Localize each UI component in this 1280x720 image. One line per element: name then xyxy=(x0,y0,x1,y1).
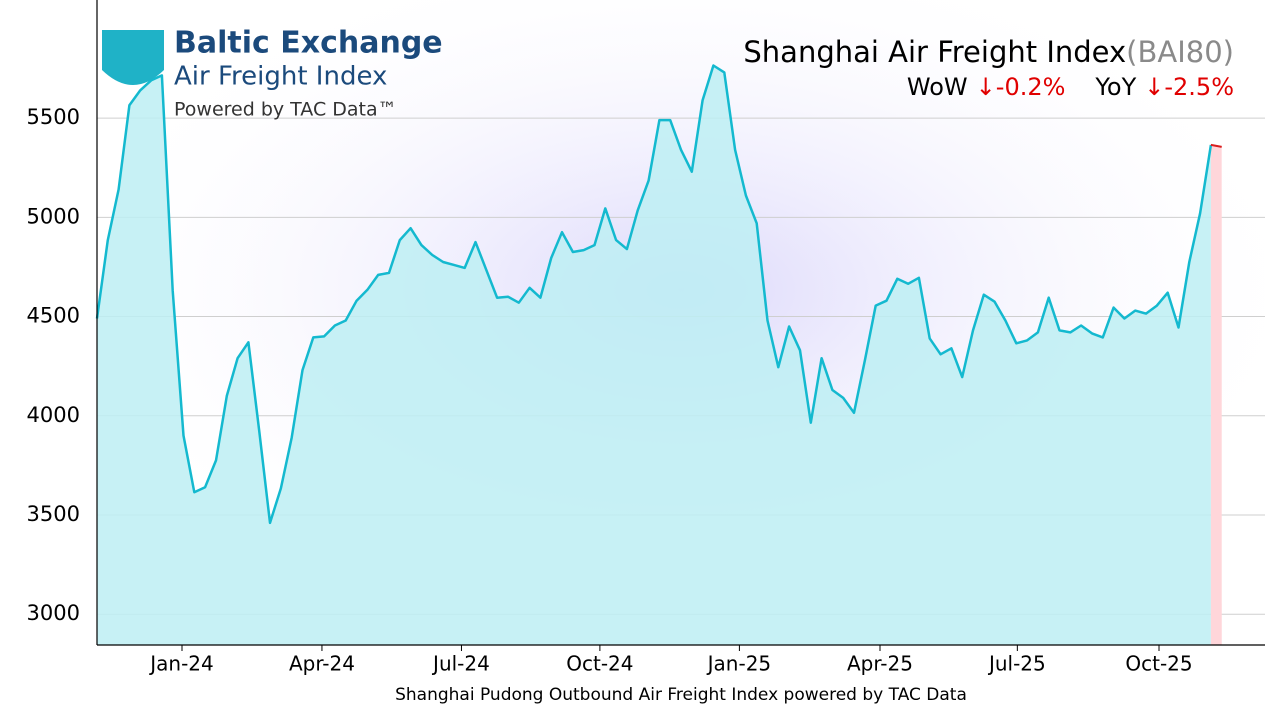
title-code: (BAI80) xyxy=(1126,35,1234,69)
y-tick-label: 4000 xyxy=(27,403,80,427)
y-tick-label: 5000 xyxy=(27,204,80,228)
change-label: WoW xyxy=(907,73,968,101)
x-tick-label: Jan-24 xyxy=(148,652,214,676)
logo-name: Baltic Exchange xyxy=(174,26,443,61)
changes: WoW ↓-0.2% YoY ↓-2.5% xyxy=(907,73,1234,101)
y-tick-label: 3500 xyxy=(27,502,80,526)
x-tick-label: Oct-25 xyxy=(1125,652,1192,676)
logo-shield xyxy=(102,30,164,85)
y-tick-label: 5500 xyxy=(27,105,80,129)
change-value: ↓-0.2% xyxy=(976,73,1066,101)
chart-title: Shanghai Air Freight Index(BAI80) xyxy=(743,35,1234,69)
last-area xyxy=(1210,144,1222,645)
x-tick-label: Oct-24 xyxy=(566,652,633,676)
area xyxy=(97,65,1211,645)
x-tick-label: Jul-24 xyxy=(431,652,490,676)
logo-powered: Powered by TAC Data™ xyxy=(174,99,397,121)
x-tick-label: Jan-25 xyxy=(706,652,772,676)
title-text: Shanghai Air Freight Index xyxy=(743,35,1126,69)
logo: Baltic Exchange Air Freight Index Powere… xyxy=(102,26,443,121)
y-tick-label: 3000 xyxy=(27,601,80,625)
logo-product: Air Freight Index xyxy=(174,62,387,92)
x-tick-label: Jul-25 xyxy=(987,652,1046,676)
last-line xyxy=(1210,143,1222,148)
line xyxy=(95,64,1213,525)
x-tick-label: Apr-25 xyxy=(847,652,913,676)
change-label: YoY xyxy=(1094,73,1136,101)
change-value: ↓-2.5% xyxy=(1144,73,1234,101)
x-axis-label: Shanghai Pudong Outbound Air Freight Ind… xyxy=(395,685,967,705)
y-tick-label: 4500 xyxy=(27,304,80,328)
x-tick-label: Apr-24 xyxy=(289,652,355,676)
